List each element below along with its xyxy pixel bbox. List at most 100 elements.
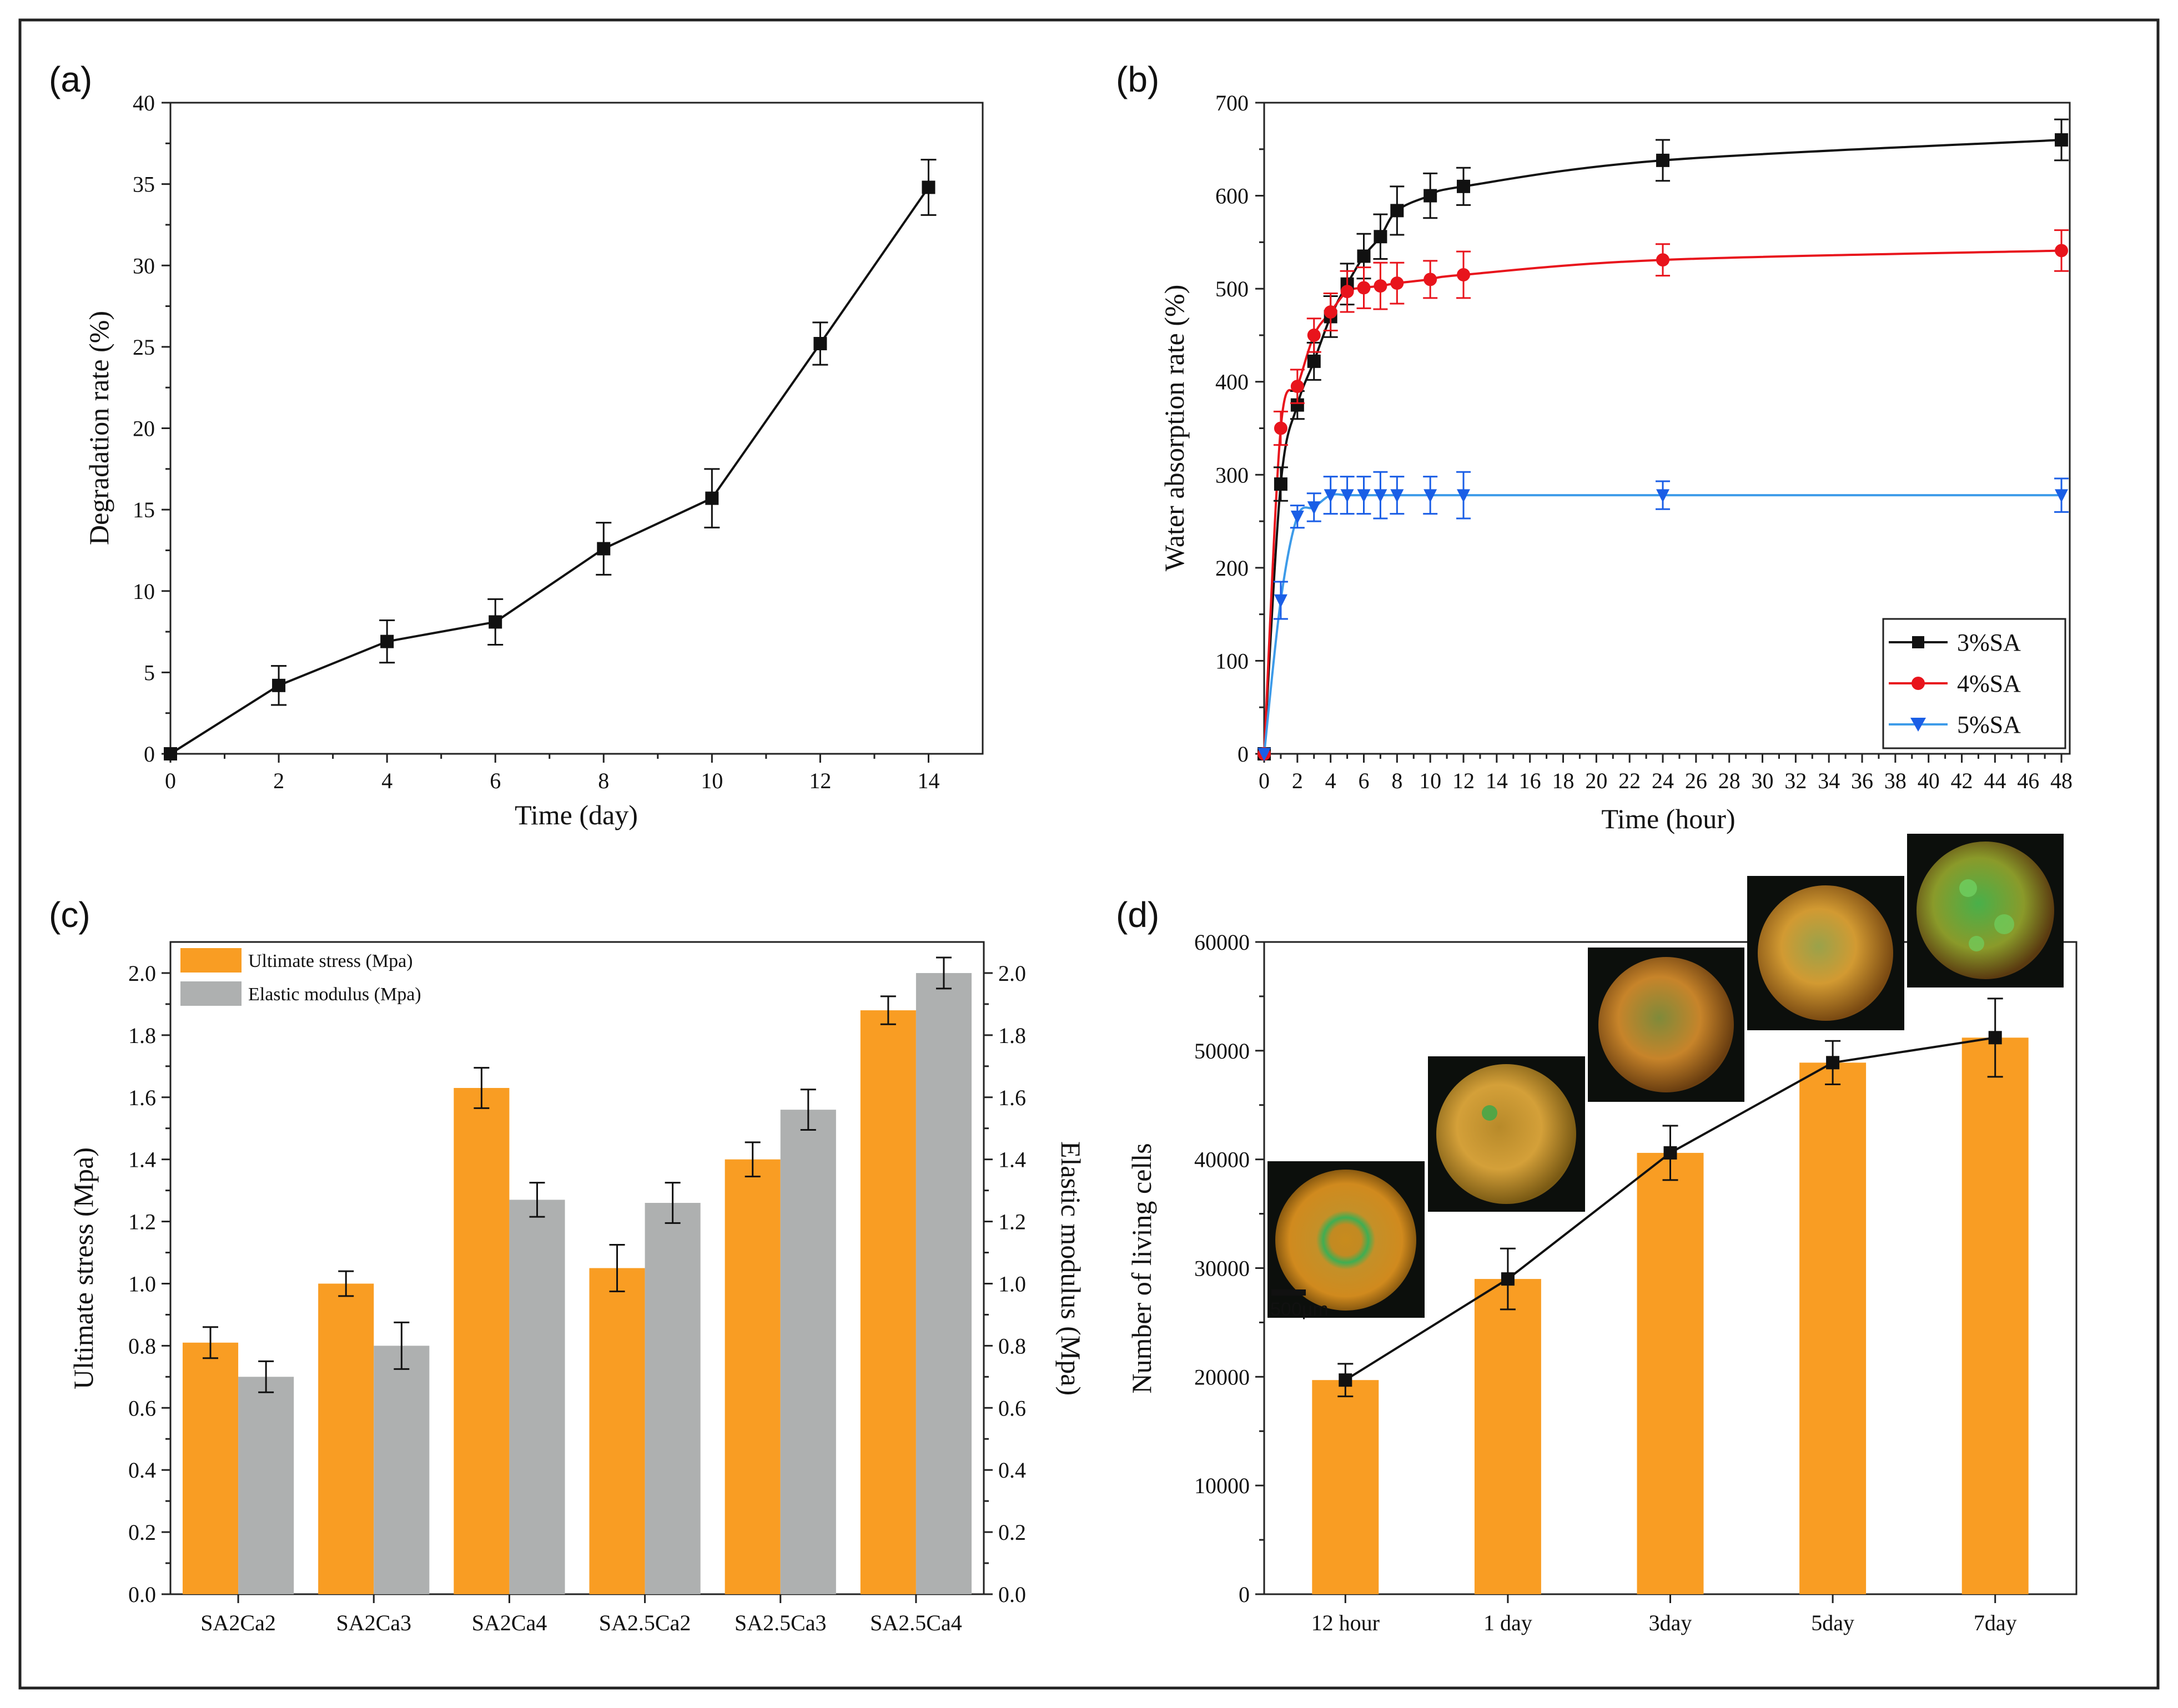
category-label-c: SA2Ca3 [336,1610,411,1635]
y-tick-label-right-c: 0.8 [998,1333,1026,1358]
data-point-4sa [1390,276,1404,290]
y-tick-label-right-c: 2.0 [998,961,1026,986]
data-point-3sa [1424,189,1437,203]
data-point-5sa [1290,510,1304,524]
data-point-d [1339,1373,1352,1387]
x-axis-label-a: Time (day) [515,799,638,830]
category-label-d: 12 hour [1311,1610,1380,1635]
x-tick-label-b: 30 [1752,768,1774,793]
x-tick-label-b: 28 [1718,768,1741,793]
y-tick-label-d: 60000 [1194,930,1250,955]
y-axis-label-d: Number of living cells [1126,1143,1157,1393]
data-point-4sa [1307,328,1321,342]
figure-border [18,18,2160,1690]
x-tick-label-b: 42 [1951,768,1973,793]
x-tick-label-b: 22 [1618,768,1641,793]
x-tick-label-b: 20 [1585,768,1607,793]
legend-label-4sa: 4%SA [1957,670,2021,697]
bar-living-cells [1637,1152,1704,1594]
legend-marker-3sa [1912,636,1924,648]
data-point-4sa [1340,285,1354,299]
data-point-5sa [1656,489,1670,503]
data-point-3sa [1656,153,1670,167]
x-tick-label-b: 12 [1452,768,1475,793]
category-label-d: 3day [1649,1610,1692,1635]
y-tick-label-c: 0.6 [128,1395,156,1420]
data-point-4sa [1324,305,1337,319]
x-tick-label-a: 12 [809,768,831,793]
microscopy-image-1-day [1428,1056,1585,1212]
legend-label-3sa: 3%SA [1957,629,2021,656]
y-tick-label-right-c: 1.0 [998,1271,1026,1296]
data-point-5sa [1374,489,1387,503]
bar-stress [318,1283,374,1594]
microscopy-image-12-hour [1267,1161,1425,1318]
x-tick-label-a: 4 [381,768,393,793]
x-tick-label-b: 24 [1652,768,1674,793]
x-tick-label-b: 46 [2017,768,2039,793]
y-tick-label-c: 1.4 [128,1147,156,1172]
data-point-3sa [1390,204,1404,218]
y-tick-label-c: 0.0 [128,1582,156,1607]
bar-modulus [509,1200,565,1594]
y-tick-label-c: 1.0 [128,1271,156,1296]
y-tick-label-right-c: 0.0 [998,1582,1026,1607]
x-tick-label-b: 14 [1486,768,1508,793]
data-point-4sa [1274,421,1287,435]
legend-b: 3%SA 4%SA 5%SA [1882,618,2066,749]
y-tick-label-b: 600 [1215,184,1249,209]
data-point-a [597,542,611,556]
legend-label-modulus: Elastic modulus (Mpa) [248,984,421,1005]
bar-stress [454,1087,510,1594]
x-tick-label-a: 2 [273,768,284,793]
x-tick-label-b: 18 [1552,768,1575,793]
legend-marker-4sa [1912,677,1925,690]
microscopy-image-3-day [1588,948,1744,1102]
bar-stress [725,1159,781,1594]
data-point-5sa [1357,489,1371,503]
y-tick-label-c: 1.8 [128,1023,156,1048]
y-tick-label-b: 500 [1215,276,1249,301]
y-tick-label-d: 10000 [1194,1473,1250,1498]
y-tick-label-c: 0.2 [128,1520,156,1545]
scale-bar [1271,1289,1306,1296]
plot-frame-c [169,941,985,1595]
data-point-4sa [1457,268,1471,282]
x-tick-label-b: 4 [1325,768,1336,793]
x-tick-label-b: 34 [1818,768,1840,793]
y-tick-label-right-c: 1.8 [998,1023,1026,1048]
data-point-5sa [2055,489,2069,503]
category-label-d: 5day [1811,1610,1854,1635]
x-tick-label-b: 40 [1918,768,1940,793]
y-tick-label-b: 100 [1215,648,1249,673]
y-tick-label-a: 25 [133,335,155,360]
y-tick-label-b: 400 [1215,370,1249,395]
x-tick-label-a: 10 [701,768,723,793]
y-axis-label-b: Water absorption rate (%) [1159,285,1190,572]
y-tick-label-right-c: 0.4 [998,1458,1026,1483]
x-tick-label-b: 16 [1519,768,1541,793]
panel-label-c: (c) [49,895,90,935]
microscopy-image-5-day [1747,876,1904,1030]
y-tick-label-a: 30 [133,253,155,278]
y-tick-label-d: 40000 [1194,1147,1250,1172]
y-tick-label-c: 1.6 [128,1085,156,1110]
data-point-d [1988,1031,2002,1045]
y-axis-label-right-c: Elastic modulus (Mpa) [1055,1141,1087,1395]
bar-modulus [645,1203,701,1594]
panel-d-living-cells-chart: 12 hour 1 day 3day 5day 7day 0 10000 20000 30000… [1126,834,2078,1635]
y-tick-label-a: 5 [144,660,155,685]
legend-marker-5sa [1910,718,1926,732]
data-point-d [1501,1272,1515,1286]
data-point-5sa [1424,489,1437,503]
category-label-c: SA2Ca2 [200,1610,276,1635]
bar-stress [589,1268,645,1594]
y-tick-label-d: 50000 [1194,1039,1250,1064]
data-point-4sa [1656,253,1670,267]
y-tick-label-c: 1.2 [128,1210,156,1235]
category-label-c: SA2.5Ca4 [870,1610,962,1635]
legend-label-stress: Ultimate stress (Mpa) [248,951,413,971]
data-point-4sa [1357,281,1371,295]
legend-label-5sa: 5%SA [1957,711,2021,738]
